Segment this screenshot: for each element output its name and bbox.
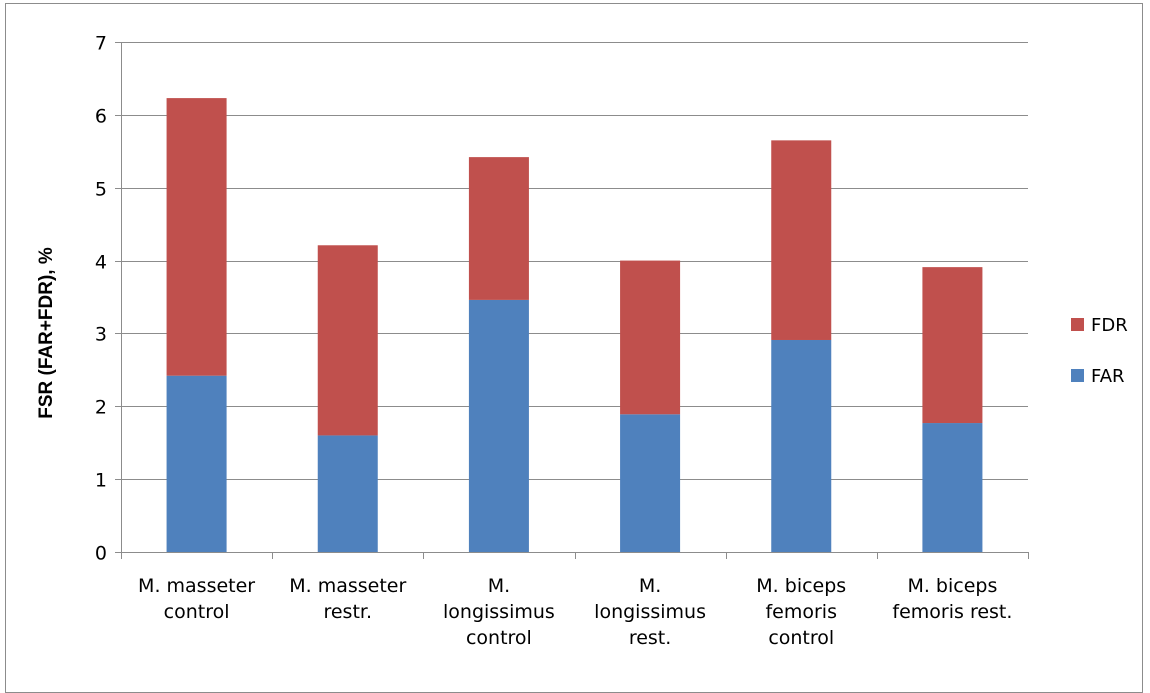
- y-tick-label: 5: [95, 179, 107, 201]
- bars: [166, 98, 983, 552]
- bar-far-2: [468, 299, 529, 552]
- legend-label-far: FAR: [1091, 366, 1125, 387]
- y-tick-label: 0: [95, 543, 107, 565]
- bar-fdr-2: [468, 157, 529, 300]
- y-tick-label: 4: [95, 252, 107, 274]
- bar-far-3: [620, 414, 681, 552]
- bar-fdr-4: [771, 140, 832, 340]
- x-category-label: M. longissimus control: [443, 575, 555, 649]
- y-axis-label: FSR (FAR+FDR), %: [36, 247, 57, 419]
- bar-far-5: [922, 423, 983, 552]
- bar-far-0: [166, 375, 227, 552]
- bar-fdr-0: [166, 98, 227, 376]
- x-category-label: M. masseter restr.: [289, 575, 406, 623]
- x-category-label: M. biceps femoris control: [756, 575, 846, 649]
- bar-far-4: [771, 339, 832, 552]
- y-tick-label: 7: [95, 33, 107, 55]
- bar-fdr-1: [317, 245, 378, 436]
- bar-fdr-3: [620, 260, 681, 415]
- axes: [115, 42, 1029, 559]
- x-category-label: M. biceps femoris rest.: [892, 575, 1012, 623]
- y-tick-label: 2: [95, 397, 107, 419]
- gridlines: [121, 42, 1028, 480]
- stacked-bar-chart: 0 1 2 3 4 5 6 7 M. masseter control M. masseter re…: [36, 33, 1128, 650]
- legend-swatch-fdr: [1071, 318, 1084, 331]
- x-category-label: M. longissimus rest.: [594, 575, 706, 649]
- y-tick-label: 6: [95, 106, 107, 128]
- legend-label-fdr: FDR: [1091, 315, 1128, 336]
- bar-fdr-5: [922, 267, 983, 424]
- x-category-label: M. masseter control: [138, 575, 255, 623]
- legend-swatch-far: [1071, 369, 1084, 382]
- y-tick-labels: 0 1 2 3 4 5 6 7: [95, 33, 107, 565]
- x-category-labels: M. masseter control M. masseter restr. M. lon…: [138, 575, 1012, 649]
- legend: FDR FAR: [1071, 315, 1128, 387]
- bar-far-1: [317, 435, 378, 552]
- y-tick-label: 3: [95, 324, 107, 346]
- y-tick-label: 1: [95, 470, 107, 492]
